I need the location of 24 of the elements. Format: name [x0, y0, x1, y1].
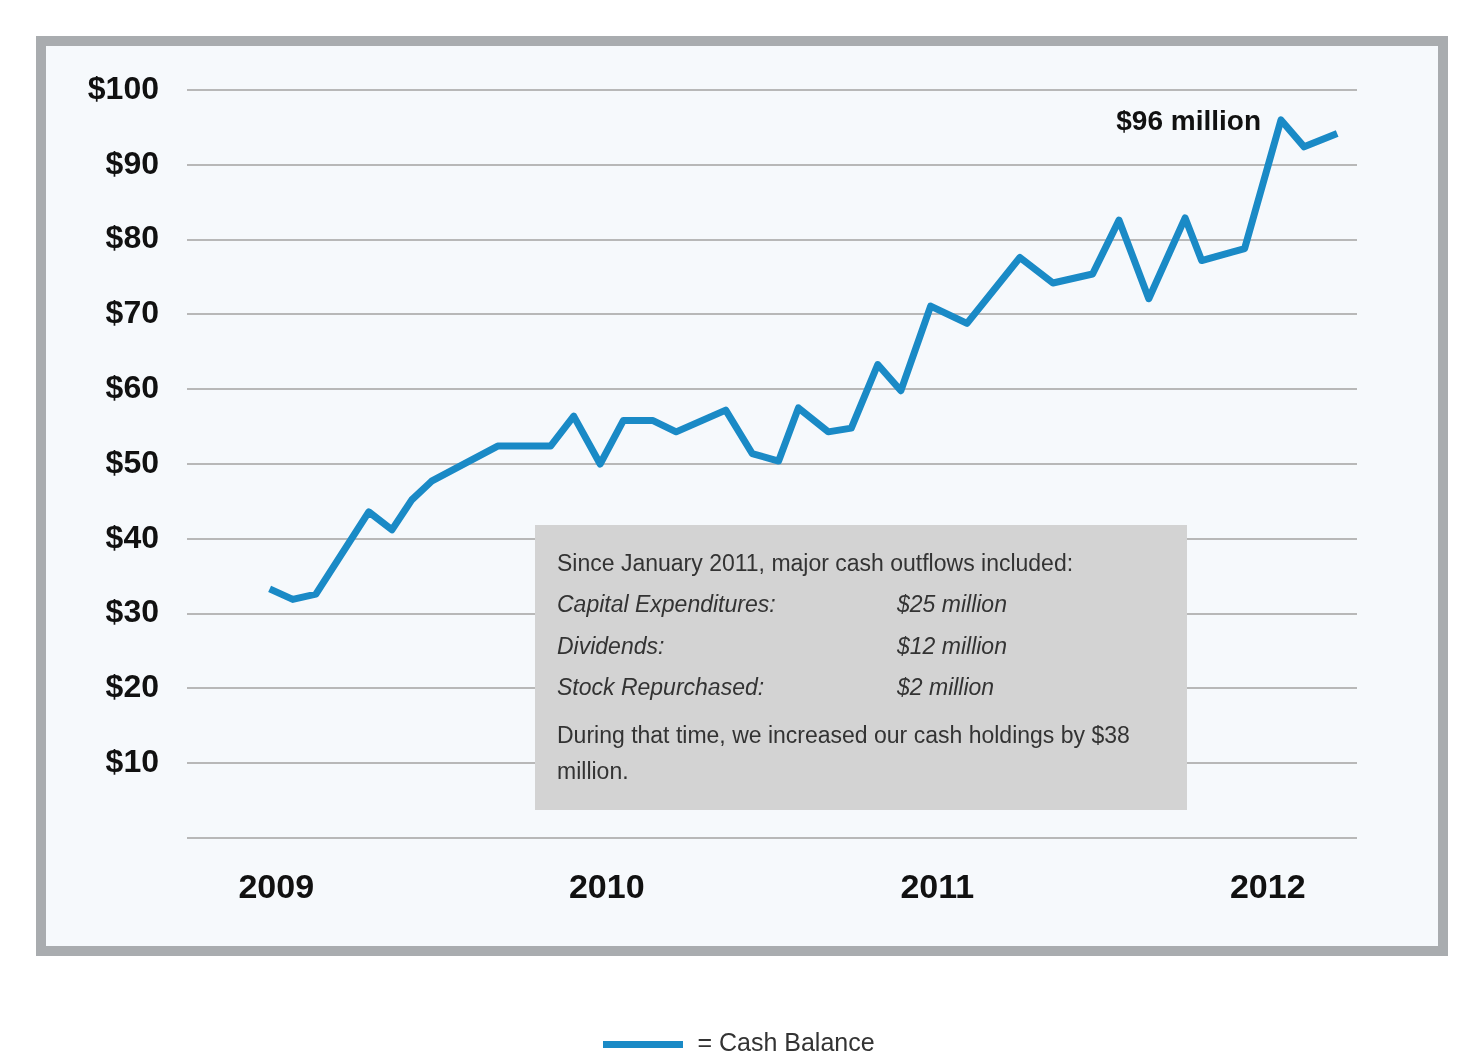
annotation: $25 million: [897, 590, 1008, 620]
y-tick-label: $40: [105, 518, 159, 555]
y-tick-label: $30: [105, 593, 159, 630]
annotation: Capital Expenditures:: [557, 590, 777, 620]
y-tick-label: $90: [105, 144, 159, 181]
x-tick-label: 2012: [1229, 866, 1306, 905]
y-tick-label: $10: [105, 743, 159, 780]
y-tick-label: $80: [105, 219, 159, 256]
x-tick-label: 2011: [900, 866, 975, 905]
annotation: $96 million: [1116, 104, 1261, 136]
annotation: Since January 2011, major cash outflows included:: [557, 549, 1075, 578]
y-tick-label: $70: [105, 294, 159, 331]
annotation: $2 million: [897, 673, 996, 703]
annotation: Dividends:: [557, 631, 666, 661]
legend-label: = Cash Balance: [697, 1028, 875, 1056]
x-tick-label: 2009: [238, 866, 315, 905]
annotation: $12 million: [897, 631, 1008, 661]
y-tick-label: $60: [105, 369, 159, 406]
y-tick-label: $20: [105, 668, 159, 705]
y-tick-label: $50: [105, 443, 159, 480]
annotation: During that time, we increased our cash holdings by $38 million.: [557, 720, 1131, 787]
x-tick-label: 2010: [568, 866, 645, 905]
annotation: Stock Repurchased:: [557, 673, 766, 703]
y-tick-label: $100: [87, 69, 159, 106]
